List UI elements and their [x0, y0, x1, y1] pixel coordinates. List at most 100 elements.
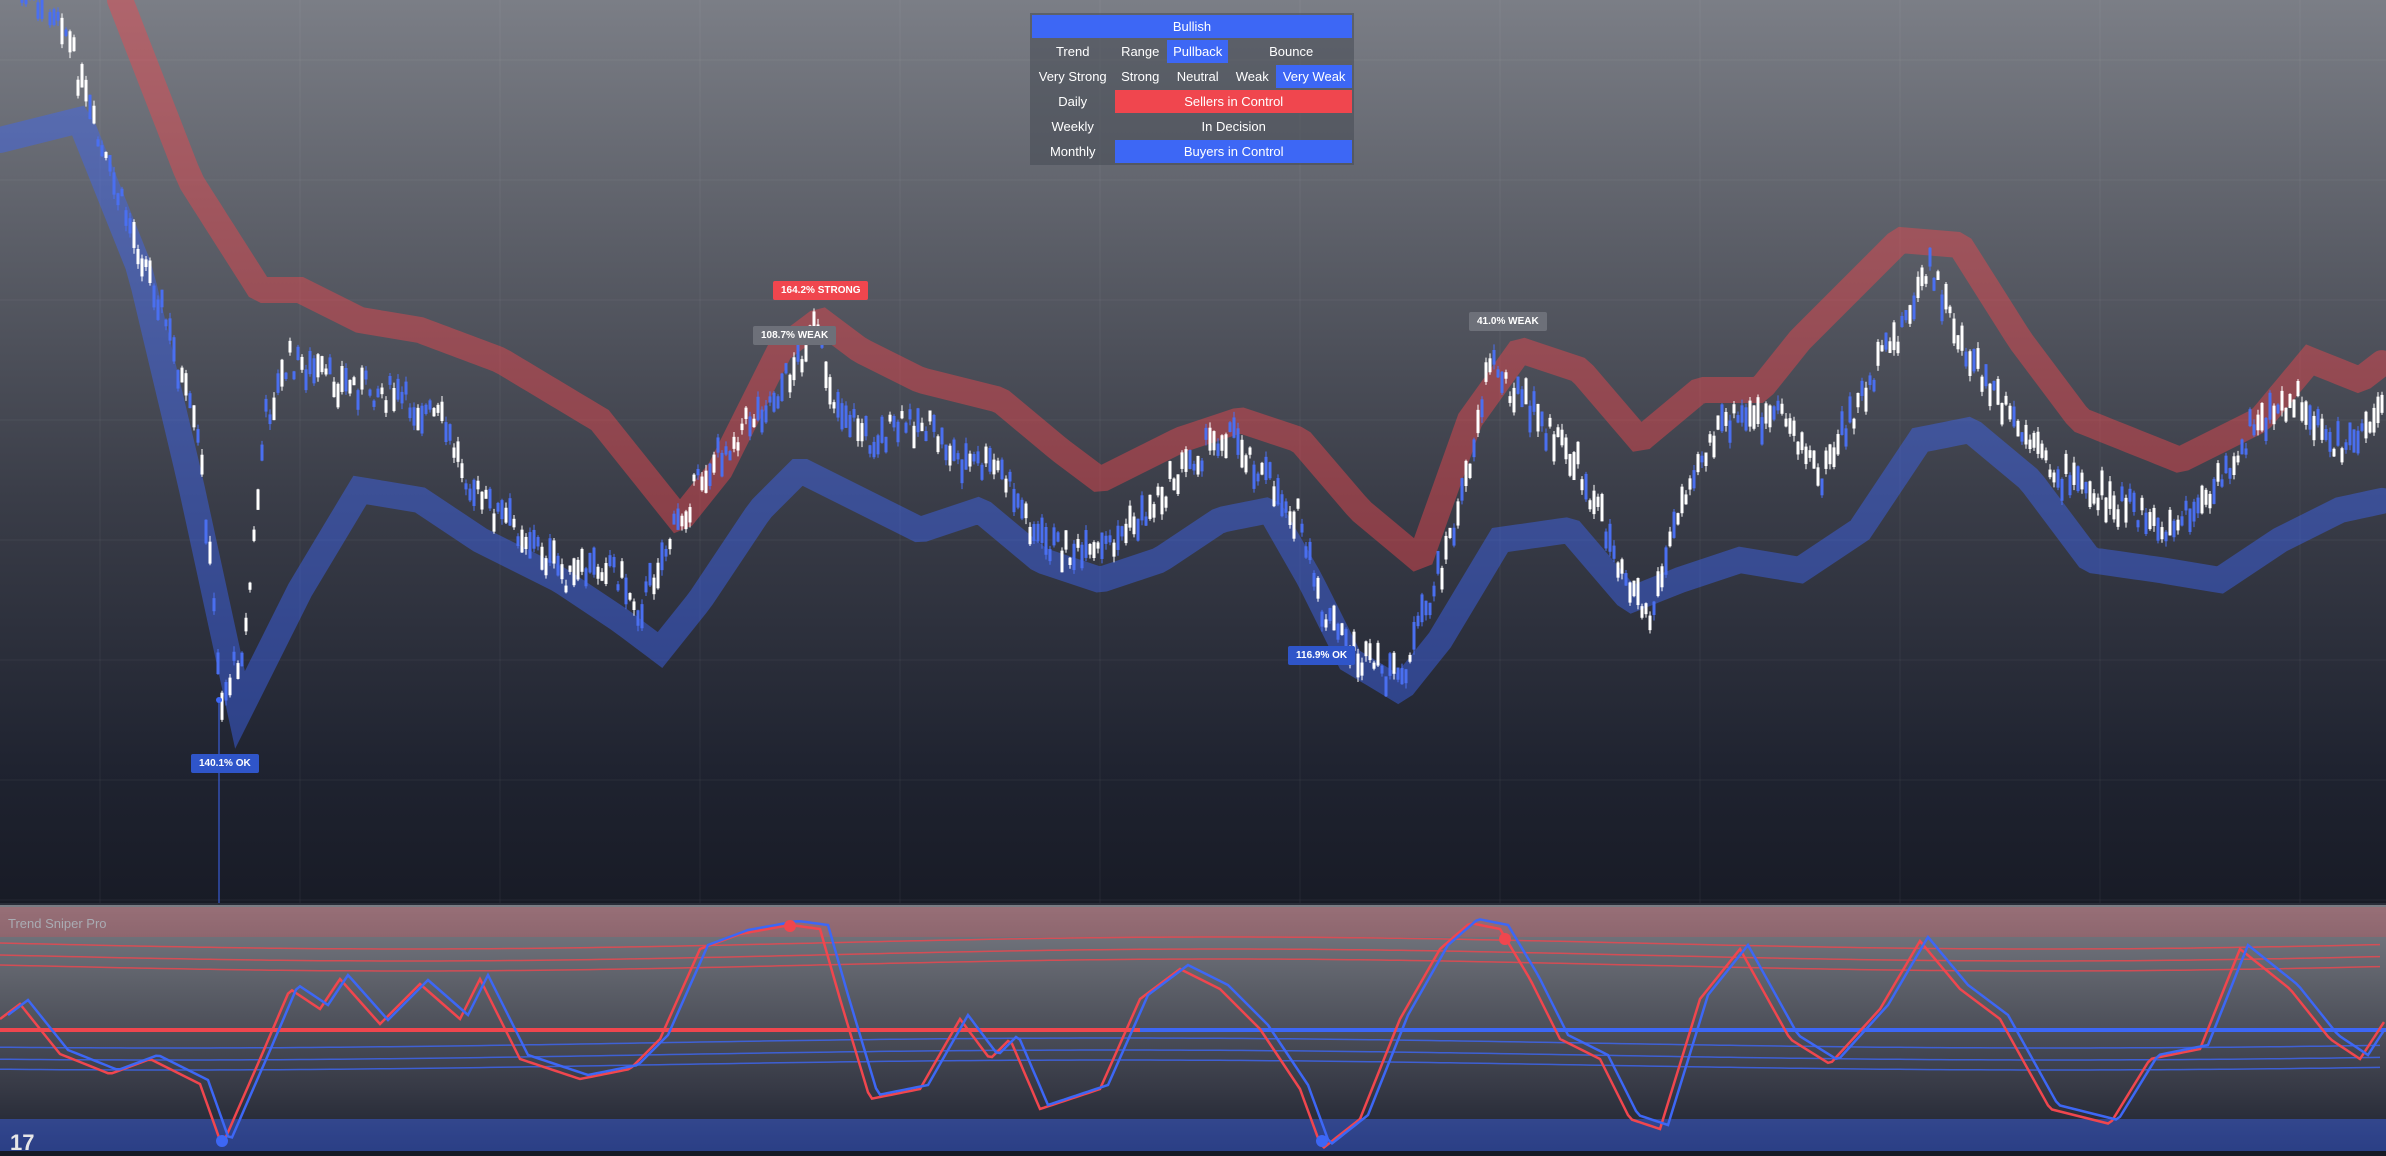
candle-body	[460, 463, 464, 478]
candle-body	[1580, 479, 1584, 491]
candle-body	[2348, 422, 2352, 446]
candle-body	[1888, 341, 1892, 353]
candle-body	[424, 404, 428, 414]
candle-body	[1680, 486, 1684, 514]
candle-body	[200, 454, 204, 475]
candle-body	[2068, 475, 2072, 496]
candle-body	[456, 441, 460, 462]
candle-body	[884, 436, 888, 453]
candle-body	[2176, 519, 2180, 531]
candle-body	[1500, 371, 1504, 393]
candle-body	[1116, 525, 1120, 550]
candle-body	[1928, 247, 1932, 267]
candle-body	[1820, 478, 1824, 496]
candle-body	[2004, 395, 2008, 405]
candle-body	[1036, 523, 1040, 542]
candle-body	[336, 383, 340, 408]
candle-body	[1748, 400, 1752, 427]
candle-body	[2124, 497, 2128, 523]
candle-body	[840, 403, 844, 430]
osc-buy-dot	[1316, 1135, 1328, 1147]
candle-body	[2184, 500, 2188, 511]
price-chart-pane[interactable]: Bullish Trend Range Pullback Bounce Very…	[0, 0, 2386, 905]
candle-body	[1964, 351, 1968, 367]
candle-body	[1872, 379, 1876, 392]
candle-body	[1760, 417, 1764, 445]
candle-body	[1204, 427, 1208, 440]
oscillator-canvas[interactable]	[0, 905, 2386, 1151]
candle-body	[688, 507, 692, 523]
candle-body	[584, 568, 588, 587]
osc-lower-level	[0, 1049, 2381, 1061]
candle-body	[2028, 439, 2032, 450]
candle-body	[596, 566, 600, 579]
candle-body	[2064, 453, 2068, 474]
candle-body	[1908, 305, 1912, 324]
candle-body	[1972, 348, 1976, 372]
candle-body	[1600, 494, 1604, 522]
candle-body	[1196, 455, 1200, 475]
candle-body	[240, 652, 244, 667]
candle-body	[236, 663, 240, 679]
candle-body	[36, 2, 40, 19]
candle-body	[2096, 497, 2100, 511]
candle-body	[2208, 493, 2212, 509]
candle-body	[1456, 501, 1460, 526]
candle-body	[2120, 486, 2124, 502]
candle-body	[1284, 501, 1288, 513]
candle-body	[140, 258, 144, 277]
candle-body	[156, 299, 160, 320]
candle-body	[764, 405, 768, 423]
market-state-range: Range	[1121, 44, 1160, 59]
candle-body	[1060, 550, 1064, 573]
candle-body	[1164, 496, 1168, 508]
candle-body	[1676, 513, 1680, 525]
candle-body	[1136, 518, 1140, 541]
candle-body	[1596, 496, 1600, 507]
candle-body	[1988, 383, 1992, 407]
candle-body	[1256, 473, 1260, 482]
candle-body	[496, 502, 500, 512]
candle-body	[1668, 531, 1672, 547]
candle-body	[1952, 318, 1956, 344]
timeframe-daily-status: Sellers in Control	[1115, 90, 1352, 113]
candle-body	[640, 604, 644, 629]
pane-separator[interactable]	[0, 903, 2386, 906]
candle-body	[2188, 508, 2192, 532]
candle-body	[1024, 503, 1028, 519]
candle-body	[1864, 387, 1868, 412]
candle-body	[1352, 631, 1356, 651]
candle-body	[652, 577, 656, 595]
candle-body	[1504, 372, 1508, 379]
osc-upper-level	[0, 958, 2381, 972]
oscillator-pane[interactable]	[0, 905, 2386, 1151]
candle-body	[360, 367, 364, 390]
candle-body	[832, 402, 836, 409]
candle-body	[800, 359, 804, 373]
candle-body	[948, 445, 952, 466]
candle-body	[552, 540, 556, 564]
candle-body	[1184, 449, 1188, 472]
osc-slow-line	[7, 918, 2386, 1146]
candle-body	[364, 370, 368, 380]
candle-body	[1752, 405, 1756, 429]
candle-body	[1696, 454, 1700, 473]
candle-body	[772, 392, 776, 412]
candle-body	[440, 401, 444, 421]
candle-body	[1556, 427, 1560, 438]
candle-body	[2240, 439, 2244, 455]
candle-body	[2180, 516, 2184, 526]
candle-body	[1660, 566, 1664, 588]
candle-body	[1068, 557, 1072, 565]
candle-body	[580, 548, 584, 572]
candle-body	[2012, 406, 2016, 427]
candle-body	[1508, 396, 1512, 403]
candle-body	[1192, 463, 1196, 471]
candle-body	[1528, 405, 1532, 433]
market-state-bounce: Bounce	[1269, 44, 1314, 59]
candle-body	[2244, 448, 2248, 455]
candle-body	[936, 436, 940, 453]
candle-body	[900, 411, 904, 419]
candle-body	[104, 151, 108, 158]
candle-body	[864, 415, 868, 437]
